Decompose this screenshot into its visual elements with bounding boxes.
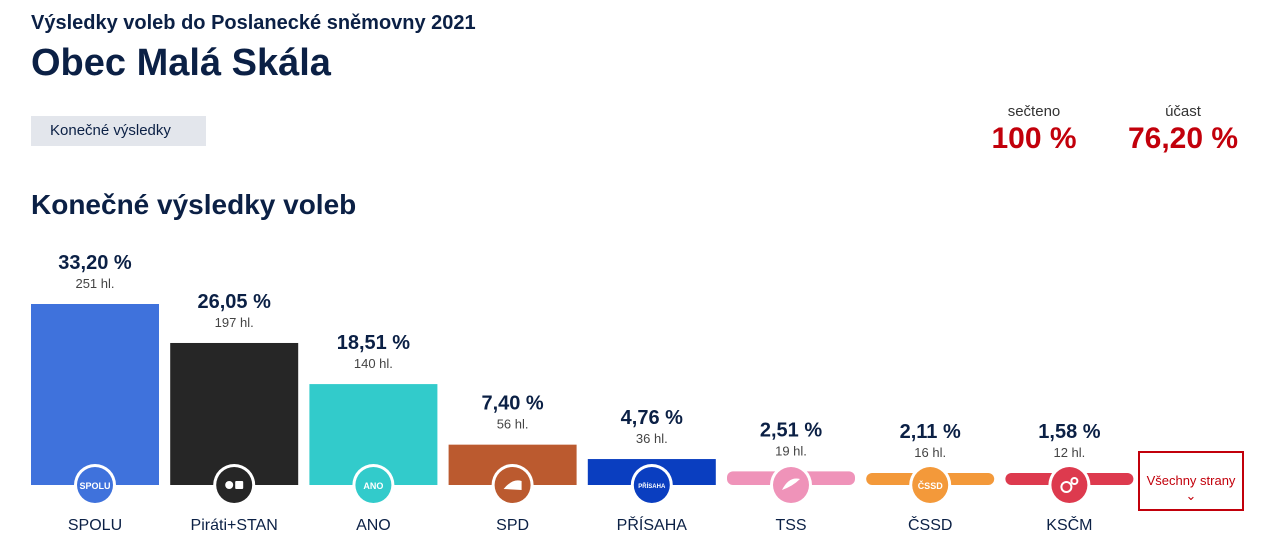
- votes-label: 12 hl.: [1053, 445, 1085, 460]
- logo-text: SPOLU: [79, 481, 110, 491]
- logo-text: PŘÍSAHA: [638, 482, 666, 490]
- turnout-stat: účast 76,20 %: [1118, 103, 1248, 156]
- section-title: Konečné výsledky voleb: [31, 189, 357, 220]
- value-label: 2,11 %: [900, 421, 961, 443]
- logo-shape: [782, 478, 800, 490]
- counted-value: 100 %: [991, 122, 1077, 155]
- logo-disc: [1051, 467, 1088, 503]
- logo-text: ČSSD: [918, 480, 944, 491]
- all-parties-label: Všechny strany: [1146, 473, 1236, 488]
- kscm-logo-icon: [1048, 464, 1091, 506]
- logo-disc: [633, 467, 670, 503]
- votes-label: 251 hl.: [75, 276, 114, 291]
- category-label: SPD: [496, 517, 529, 534]
- logo-dot: [225, 481, 234, 489]
- logo-disc: [912, 467, 949, 503]
- value-label: 4,76 %: [621, 407, 683, 429]
- logo-shape: [503, 480, 522, 490]
- value-label: 7,40 %: [481, 393, 543, 415]
- logo-text: ANO: [363, 481, 383, 491]
- logo-shape: [1070, 477, 1079, 485]
- votes-label: 19 hl.: [775, 443, 807, 458]
- category-label: PŘÍSAHA: [617, 515, 688, 534]
- value-label: 18,51 %: [337, 332, 411, 354]
- status-badge: Konečné výsledky: [31, 116, 206, 146]
- turnout-label: účast: [1165, 103, 1201, 120]
- ano-logo-icon: ANO: [352, 464, 395, 506]
- category-label: ANO: [356, 517, 391, 534]
- logo-disc: [216, 467, 253, 503]
- page-supertitle: Výsledky voleb do Poslanecké sněmovny 20…: [31, 12, 476, 34]
- chevron-down-icon: ⌄: [1185, 488, 1197, 503]
- votes-label: 140 hl.: [354, 356, 393, 371]
- category-label: TSS: [775, 517, 806, 534]
- spd-logo-icon: [491, 464, 534, 506]
- all-parties-button[interactable]: Všechny strany ⌄: [1138, 451, 1244, 511]
- value-label: 26,05 %: [198, 291, 272, 313]
- counted-stat: sečteno 100 %: [984, 103, 1084, 156]
- category-label: Piráti+STAN: [191, 517, 278, 534]
- logo-square: [235, 481, 244, 489]
- votes-label: 16 hl.: [914, 445, 946, 460]
- votes-label: 197 hl.: [215, 315, 254, 330]
- logo-disc: [355, 467, 392, 503]
- category-label: KSČM: [1046, 515, 1092, 534]
- logo-shape: [1060, 481, 1073, 493]
- turnout-value: 76,20 %: [1127, 122, 1239, 155]
- prisaha-logo-icon: PŘÍSAHA: [630, 464, 673, 506]
- value-label: 1,58 %: [1038, 421, 1100, 443]
- votes-label: 56 hl.: [497, 417, 529, 432]
- category-label: SPOLU: [68, 517, 122, 534]
- value-label: 33,20 %: [58, 252, 132, 274]
- logo-disc: [77, 467, 113, 503]
- votes-label: 36 hl.: [636, 431, 668, 446]
- spolu-logo-icon: SPOLU: [74, 464, 116, 506]
- tss-logo-icon: [770, 464, 812, 506]
- category-label: ČSSD: [908, 515, 952, 534]
- cssd-logo-icon: ČSSD: [909, 464, 952, 506]
- pirati-stan-logo-icon: [213, 464, 256, 506]
- value-label: 2,51 %: [760, 419, 822, 441]
- bar-0: [31, 304, 159, 485]
- page-title: Obec Malá Skála: [31, 42, 331, 84]
- counted-label: sečteno: [1007, 103, 1061, 120]
- bar-1: [170, 342, 299, 485]
